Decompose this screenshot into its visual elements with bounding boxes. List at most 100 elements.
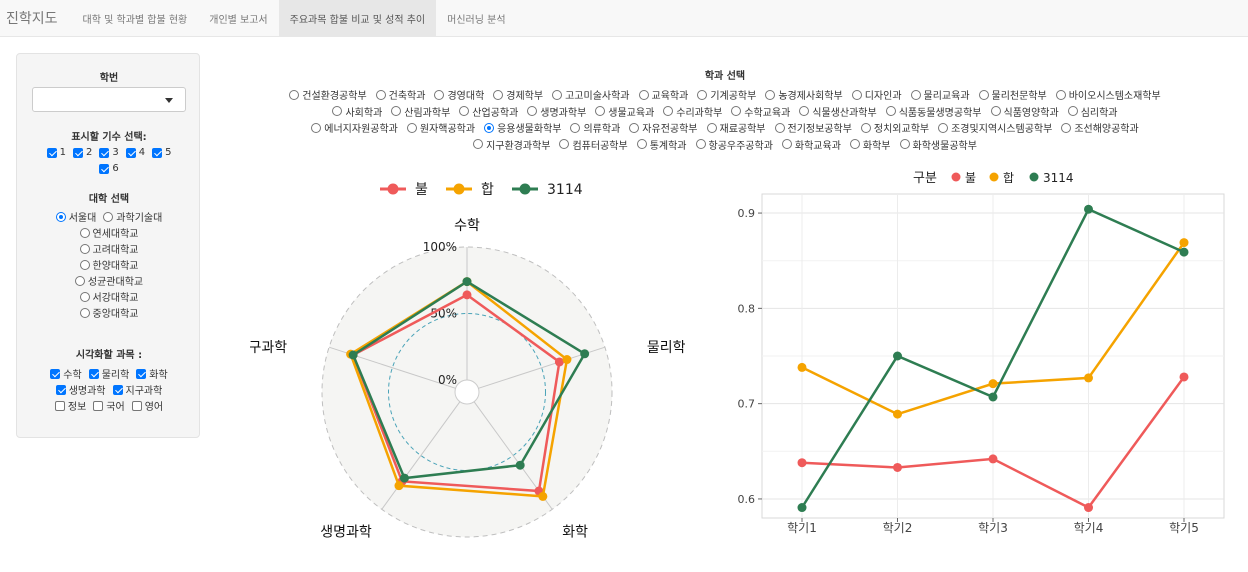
cohort-checkbox-1[interactable]: 1: [46, 147, 66, 158]
radio-button[interactable]: [552, 89, 563, 100]
checkbox[interactable]: [55, 384, 66, 395]
radio-button[interactable]: [781, 139, 792, 149]
department-radio[interactable]: 수학교육과: [731, 104, 790, 119]
department-radio[interactable]: 사회학과: [332, 104, 382, 119]
department-radio[interactable]: 산림과학부: [391, 104, 450, 119]
radio-button[interactable]: [697, 89, 708, 100]
department-radio[interactable]: 심리학과: [1067, 104, 1118, 119]
tab-admission-status[interactable]: 대학 및 학과별 합불 현황: [82, 14, 188, 26]
department-radio[interactable]: 물리천문학부: [978, 87, 1047, 102]
checkbox[interactable]: [136, 368, 147, 379]
department-radio[interactable]: 식품동물생명공학부: [885, 104, 982, 119]
department-radio[interactable]: 화학생물공학부: [899, 137, 977, 152]
radio-button[interactable]: [391, 106, 402, 116]
radio-button[interactable]: [527, 106, 538, 116]
university-radio[interactable]: 과학기술대: [103, 209, 162, 224]
checkbox[interactable]: [46, 147, 57, 158]
department-radio[interactable]: 전기정보공학부: [774, 120, 852, 135]
tab-personal-report[interactable]: 개인별 보고서: [209, 14, 268, 26]
department-radio[interactable]: 바이오시스템소재학부: [1055, 87, 1161, 102]
radio-button[interactable]: [695, 139, 706, 149]
university-radio[interactable]: 중앙대학교: [79, 305, 139, 320]
department-radio[interactable]: 산업공학과: [459, 104, 518, 119]
radio-button[interactable]: [938, 122, 949, 133]
department-radio[interactable]: 생명과학부: [527, 104, 586, 119]
department-radio[interactable]: 화학부: [849, 137, 891, 152]
department-radio[interactable]: 지구환경과학부: [473, 137, 550, 152]
subject-checkbox[interactable]: 생명과학: [55, 382, 106, 397]
department-radio[interactable]: 의류학과: [570, 120, 620, 135]
checkbox[interactable]: [125, 147, 136, 158]
checkbox[interactable]: [50, 368, 61, 379]
subject-checkbox[interactable]: 영어: [131, 398, 163, 413]
radio-button[interactable]: [1061, 122, 1072, 133]
radio-button[interactable]: [663, 106, 674, 116]
subject-checkbox[interactable]: 정보: [54, 398, 86, 413]
radio-button[interactable]: [638, 89, 649, 100]
department-radio[interactable]: 디자인과: [851, 87, 902, 102]
university-radio[interactable]: 서강대학교: [79, 289, 139, 304]
checkbox[interactable]: [88, 368, 99, 379]
radio-button[interactable]: [559, 139, 570, 149]
brand-title[interactable]: 진학지도: [6, 11, 58, 27]
radio-button[interactable]: [885, 106, 896, 116]
department-radio[interactable]: 교육학과: [638, 87, 688, 102]
checkbox[interactable]: [131, 400, 142, 411]
department-radio[interactable]: 정치외교학부: [860, 120, 929, 135]
university-radio[interactable]: 서울대: [55, 209, 96, 224]
radio-button[interactable]: [74, 275, 85, 286]
subject-checkbox[interactable]: 물리학: [88, 366, 129, 381]
department-radio[interactable]: 농경제사회학부: [765, 87, 843, 102]
radio-button[interactable]: [473, 139, 484, 149]
department-radio[interactable]: 고고미술사학과: [552, 87, 630, 102]
department-radio[interactable]: 조경및지역시스템공학부: [938, 120, 1052, 135]
radio-button[interactable]: [1055, 89, 1066, 100]
radio-button[interactable]: [629, 122, 640, 133]
subject-checkbox[interactable]: 화학: [136, 366, 168, 381]
radio-button[interactable]: [79, 227, 90, 238]
department-radio[interactable]: 컴퓨터공학부: [559, 137, 628, 152]
radio-button[interactable]: [55, 211, 66, 222]
university-radio[interactable]: 고려대학교: [79, 241, 139, 256]
radio-button[interactable]: [103, 211, 114, 222]
department-radio[interactable]: 식물생산과학부: [799, 104, 877, 119]
radio-button[interactable]: [406, 122, 417, 133]
cohort-checkbox-6[interactable]: 6: [99, 163, 119, 174]
radio-button[interactable]: [978, 89, 989, 100]
radio-button[interactable]: [774, 122, 785, 133]
university-radio[interactable]: 성균관대학교: [74, 273, 143, 288]
checkbox[interactable]: [99, 163, 110, 174]
tab-machine-learning[interactable]: 머신러닝 분석: [447, 14, 506, 26]
radio-button[interactable]: [899, 139, 910, 149]
radio-button[interactable]: [1067, 106, 1078, 116]
department-radio[interactable]: 에너지자원공학과: [311, 120, 398, 135]
radio-button[interactable]: [311, 122, 322, 133]
department-radio[interactable]: 건설환경공학부: [289, 87, 367, 102]
subject-checkbox[interactable]: 국어: [93, 398, 125, 413]
radio-button[interactable]: [459, 106, 470, 116]
department-radio[interactable]: 식품영양학과: [990, 104, 1059, 119]
radio-button[interactable]: [332, 106, 343, 116]
radio-button[interactable]: [493, 89, 504, 100]
checkbox[interactable]: [72, 147, 83, 158]
radio-button[interactable]: [434, 89, 445, 100]
radio-button[interactable]: [851, 89, 862, 100]
cohort-checkbox-4[interactable]: 4: [125, 147, 145, 158]
department-radio[interactable]: 항공우주공학과: [695, 137, 773, 152]
department-radio[interactable]: 조선해양공학과: [1061, 120, 1139, 135]
radio-button[interactable]: [706, 122, 717, 133]
cohort-checkbox-2[interactable]: 2: [72, 147, 92, 158]
radio-button[interactable]: [570, 122, 581, 133]
radio-button[interactable]: [79, 291, 90, 302]
radio-button[interactable]: [636, 139, 647, 149]
radio-button[interactable]: [990, 106, 1001, 116]
cohort-checkbox-5[interactable]: 5: [152, 147, 171, 158]
department-radio[interactable]: 응용생물화학부: [484, 120, 561, 135]
department-radio[interactable]: 물리교육과: [910, 87, 970, 102]
department-radio[interactable]: 기계공학부: [697, 87, 756, 102]
checkbox[interactable]: [152, 147, 163, 158]
radio-button[interactable]: [289, 89, 300, 100]
cohort-checkbox-3[interactable]: 3: [99, 147, 119, 158]
tab-subject-comparison[interactable]: 주요과목 합불 비교 및 성적 추이: [278, 0, 437, 36]
radio-button[interactable]: [595, 106, 606, 116]
